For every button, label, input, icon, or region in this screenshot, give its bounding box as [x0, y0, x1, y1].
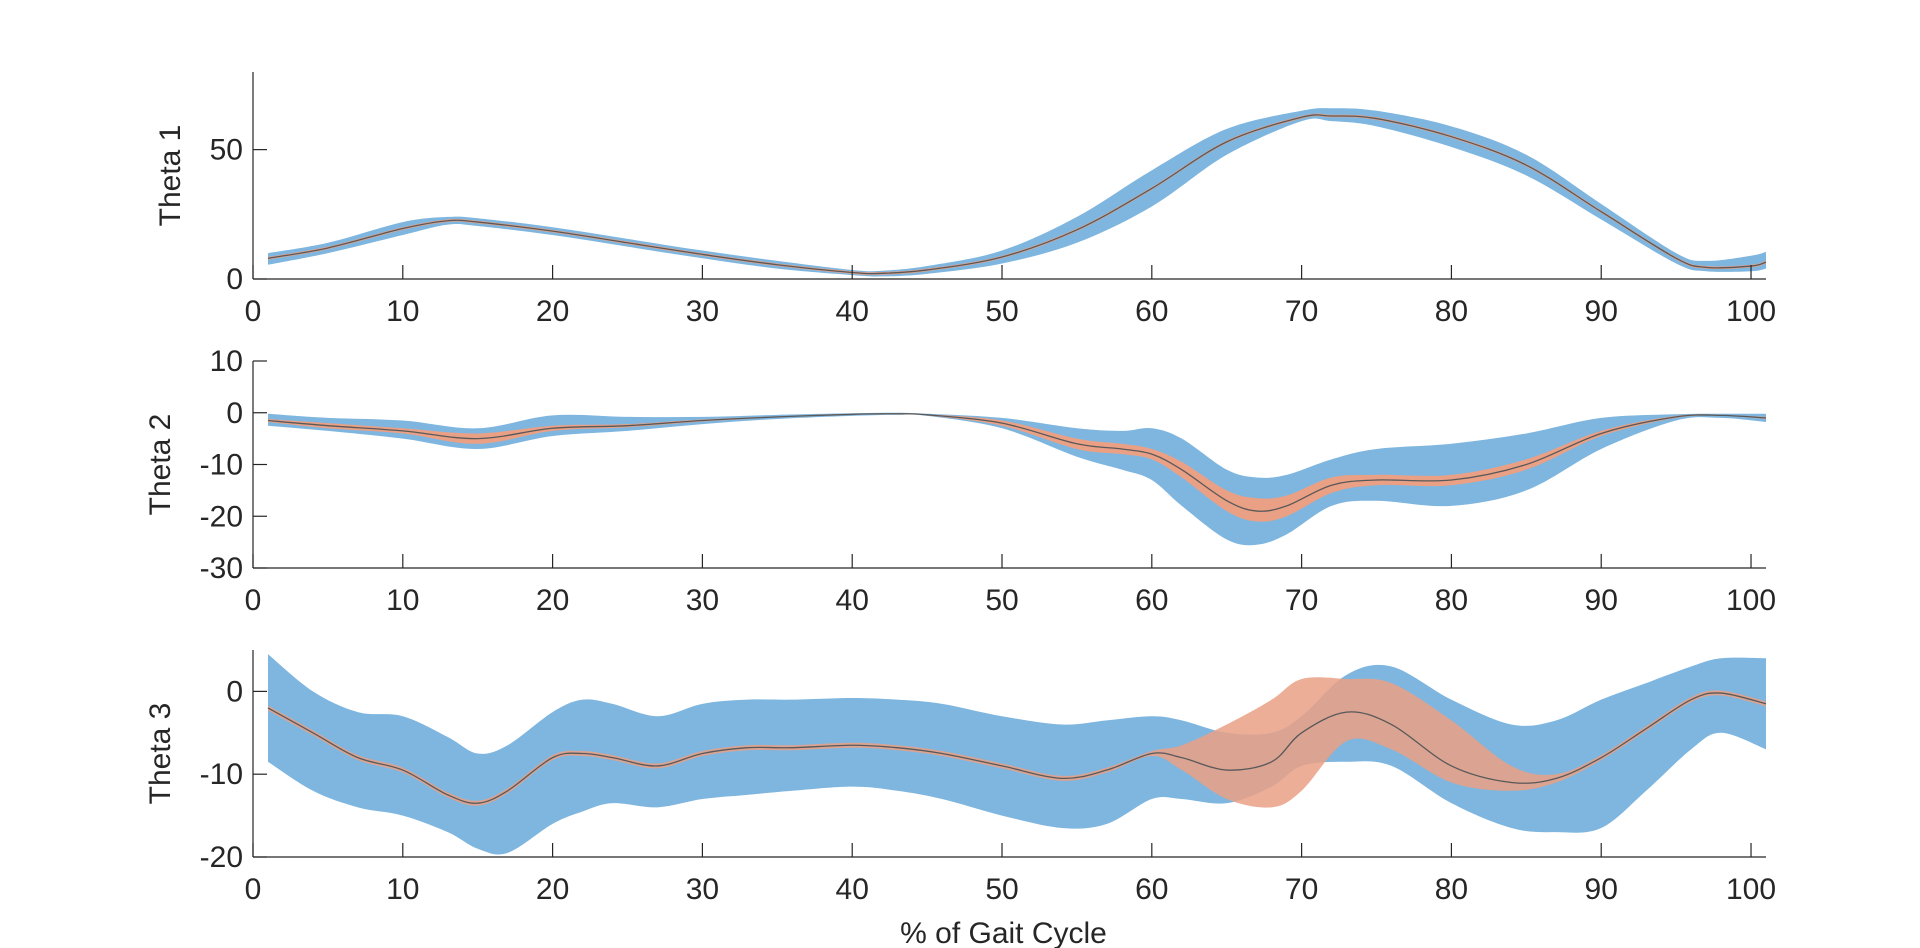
- y-axis-label: Theta 1: [154, 125, 187, 227]
- x-tick-label: 20: [536, 295, 569, 328]
- y-tick-label: 50: [210, 134, 243, 167]
- theta-2-panel: 0 10 20 30 40 50 60 70 80 90 100 -30 -20 -10 0 10 Theta …: [144, 345, 1776, 617]
- x-tick-label: 40: [836, 873, 869, 906]
- inner-variability-band: [267, 677, 1766, 808]
- x-tick-label: 0: [245, 873, 262, 906]
- y-tick-label: 0: [226, 675, 243, 708]
- x-tick-label: 80: [1435, 873, 1468, 906]
- x-tick-label: 90: [1585, 584, 1618, 617]
- y-tick-label: 10: [210, 345, 243, 378]
- outer-variability-band: [267, 412, 1766, 546]
- x-tick-label: 30: [686, 584, 719, 617]
- x-tick-label: 50: [985, 584, 1018, 617]
- x-tick-label: 30: [686, 873, 719, 906]
- x-tick-label: 20: [536, 873, 569, 906]
- theta-1-panel: 0 10 20 30 40 50 60 70 80 90 100 0 50 Theta 1: [154, 72, 1776, 328]
- x-tick-label: 0: [245, 295, 262, 328]
- x-tick-label: 90: [1585, 873, 1618, 906]
- y-tick-label: 0: [226, 263, 243, 296]
- x-axis-label: % of Gait Cycle: [900, 917, 1107, 948]
- y-tick-label: -30: [200, 552, 243, 585]
- outer-variability-band: [267, 654, 1766, 855]
- x-tick-label: 50: [985, 873, 1018, 906]
- x-tick-label: 70: [1285, 584, 1318, 617]
- x-tick-label: 80: [1435, 295, 1468, 328]
- y-tick-label: -10: [200, 449, 243, 482]
- x-tick-label: 60: [1135, 873, 1168, 906]
- x-tick-label: 100: [1726, 873, 1776, 906]
- plot-area: [267, 654, 1766, 855]
- outer-variability-band: [267, 108, 1766, 277]
- x-tick-label: 50: [985, 295, 1018, 328]
- x-tick-label: 70: [1285, 295, 1318, 328]
- plot-area: [267, 412, 1766, 546]
- plot-area: [267, 108, 1766, 277]
- x-tick-label: 100: [1726, 295, 1776, 328]
- x-tick-label: 40: [836, 584, 869, 617]
- y-tick-label: -20: [200, 500, 243, 533]
- mean-line: [267, 114, 1766, 275]
- x-tick-label: 80: [1435, 584, 1468, 617]
- x-tick-label: 30: [686, 295, 719, 328]
- x-tick-label: 10: [386, 584, 419, 617]
- theta-3-panel: 0 10 20 30 40 50 60 70 80 90 100 -20 -10 0 Theta 3 % of…: [144, 650, 1776, 948]
- x-tick-label: 100: [1726, 584, 1776, 617]
- y-tick-label: -20: [200, 841, 243, 874]
- y-tick-label: 0: [226, 397, 243, 430]
- x-tick-label: 70: [1285, 873, 1318, 906]
- x-tick-label: 60: [1135, 295, 1168, 328]
- x-tick-label: 40: [836, 295, 869, 328]
- y-axis-label: Theta 3: [144, 703, 177, 805]
- mean-line: [267, 413, 1766, 512]
- x-tick-label: 60: [1135, 584, 1168, 617]
- y-tick-label: -10: [200, 758, 243, 791]
- mean-line: [267, 692, 1766, 804]
- x-tick-label: 10: [386, 295, 419, 328]
- x-tick-label: 10: [386, 873, 419, 906]
- x-tick-label: 20: [536, 584, 569, 617]
- y-axis-label: Theta 2: [144, 414, 177, 516]
- x-tick-label: 90: [1585, 295, 1618, 328]
- x-tick-label: 0: [245, 584, 262, 617]
